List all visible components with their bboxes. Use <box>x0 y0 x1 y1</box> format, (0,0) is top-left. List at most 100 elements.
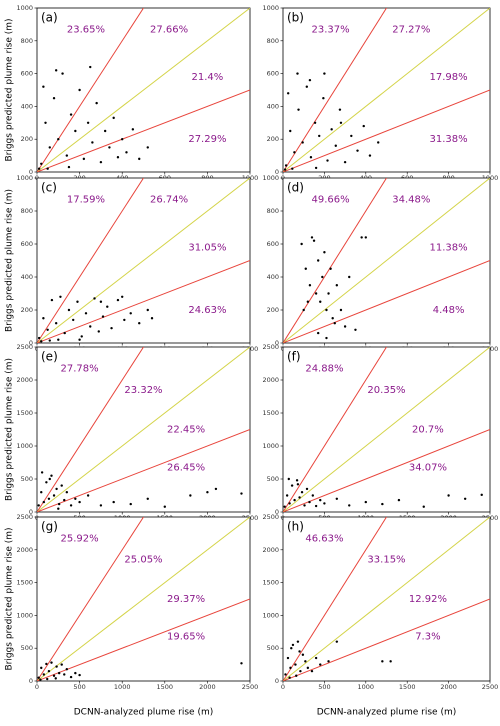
y-tick-label: 1500 <box>262 579 279 587</box>
y-tick-label: 0 <box>29 339 33 347</box>
point <box>330 128 333 131</box>
y-tick-label: 1000 <box>16 174 33 182</box>
point <box>302 308 305 312</box>
x-tick-label: 1000 <box>114 683 131 691</box>
y-tick-label: 0 <box>275 508 279 516</box>
point <box>106 305 109 308</box>
reference-line <box>37 8 250 172</box>
y-tick-label: 1500 <box>16 579 33 587</box>
point <box>283 168 287 171</box>
y-tick-label: 500 <box>267 475 279 483</box>
point <box>99 300 103 303</box>
reference-line <box>37 178 250 343</box>
y-tick-label: 200 <box>21 306 33 314</box>
point <box>146 497 149 500</box>
y-tick-label: 1000 <box>262 174 279 182</box>
point <box>42 317 45 320</box>
point <box>65 154 69 157</box>
region-percentage: 27.78% <box>61 363 99 374</box>
y-tick-label: 0 <box>275 339 279 347</box>
x-tick-label: 500 <box>318 683 330 691</box>
point <box>299 669 302 673</box>
point <box>319 498 322 502</box>
region-percentage: 11.38% <box>430 242 468 253</box>
reference-line <box>283 347 490 512</box>
x-tick-label: 1500 <box>399 683 416 691</box>
point <box>304 267 307 270</box>
x-tick-label: 2500 <box>482 683 499 691</box>
reference-line <box>283 8 388 172</box>
point <box>78 88 81 92</box>
point <box>206 491 209 494</box>
point <box>110 326 113 330</box>
region-percentage: 12.92% <box>409 594 447 605</box>
point <box>44 121 47 125</box>
point <box>339 121 343 125</box>
region-percentage: 27.27% <box>392 24 430 35</box>
point <box>74 671 77 675</box>
reference-line <box>37 260 250 343</box>
point <box>296 640 300 643</box>
x-tick-label: 2000 <box>440 683 457 691</box>
point <box>289 666 292 670</box>
x-tick-label: 1500 <box>157 683 174 691</box>
point <box>480 493 483 497</box>
x-axis-label: DCNN-analyzed plume rise (m) <box>74 708 213 718</box>
point <box>308 284 312 287</box>
point <box>78 500 81 504</box>
point <box>368 154 372 157</box>
y-tick-label: 1000 <box>262 611 279 619</box>
y-tick-label: 600 <box>267 70 279 78</box>
point <box>364 500 367 504</box>
point <box>298 650 301 653</box>
point <box>343 325 347 328</box>
panel-label: (d) <box>287 181 304 195</box>
reference-line <box>283 598 490 681</box>
y-tick-label: 400 <box>21 273 33 281</box>
point <box>48 477 51 481</box>
y-tick-label: 400 <box>21 102 33 110</box>
point <box>381 502 384 506</box>
region-percentage: 26.45% <box>167 462 205 473</box>
x-tick-label: 1000 <box>358 683 375 691</box>
region-percentage: 23.65% <box>67 24 105 35</box>
region-percentage: 4.48% <box>433 305 465 316</box>
point <box>295 479 299 482</box>
point <box>57 138 60 141</box>
point <box>325 308 328 312</box>
point <box>45 481 48 484</box>
point <box>308 78 312 82</box>
region-percentage: 33.15% <box>367 555 405 566</box>
point <box>354 328 357 331</box>
y-tick-label: 500 <box>267 644 279 652</box>
point <box>48 339 51 342</box>
point <box>52 494 56 497</box>
region-percentage: 17.98% <box>430 72 468 83</box>
point <box>74 497 77 500</box>
x-axis-label: DCNN-analyzed plume rise (m) <box>317 708 456 718</box>
point <box>447 494 450 497</box>
point <box>305 487 309 491</box>
point <box>291 167 294 170</box>
point <box>289 129 292 133</box>
panel-label: (h) <box>287 520 304 534</box>
x-tick-label: 2000 <box>199 683 216 691</box>
y-axis-label: Briggs predicted plume rise (m) <box>5 527 15 670</box>
reference-line <box>37 347 250 512</box>
y-axis-label: Briggs predicted plume rise (m) <box>5 18 15 161</box>
region-percentage: 21.4% <box>192 72 224 83</box>
region-percentage: 27.29% <box>188 134 226 145</box>
point <box>57 502 61 506</box>
reference-line <box>283 89 490 172</box>
y-tick-label: 1000 <box>16 442 33 450</box>
reference-line <box>37 598 250 681</box>
point <box>381 660 384 663</box>
point <box>300 491 304 494</box>
reference-line <box>283 260 490 343</box>
point <box>37 167 41 170</box>
point <box>288 502 291 505</box>
point <box>72 318 75 322</box>
point <box>116 156 120 159</box>
point <box>316 331 320 335</box>
reference-line <box>283 429 490 512</box>
